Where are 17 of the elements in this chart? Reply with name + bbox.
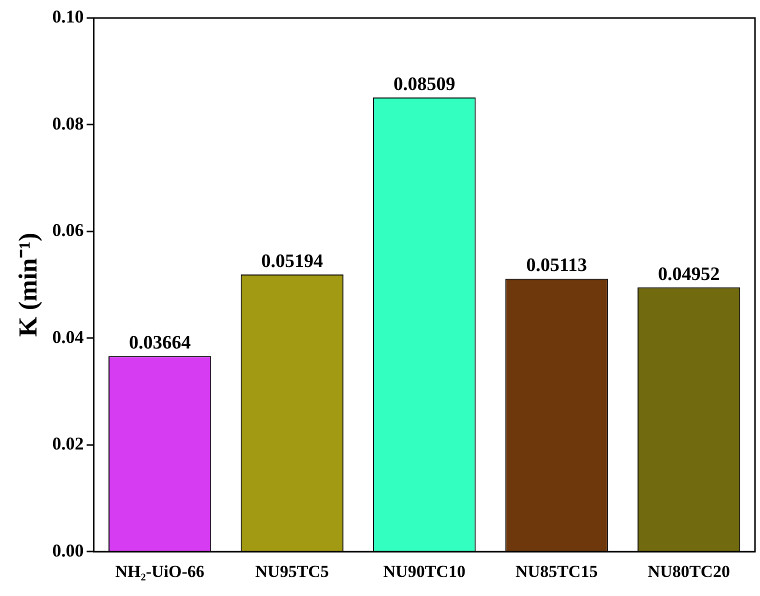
data-label: 0.05194 xyxy=(261,250,324,272)
text: 0.06 xyxy=(52,220,84,240)
x-tick-label: NU90TC10 xyxy=(383,562,466,582)
data-label: 0.05113 xyxy=(526,255,587,276)
text: 0.02 xyxy=(52,434,84,454)
data-label: 0.08509 xyxy=(393,74,456,95)
data-label: 0.03664 xyxy=(128,332,192,354)
x-tick-label: NU95TC5 xyxy=(255,562,329,582)
x-tick-label: NU85TC15 xyxy=(516,562,598,582)
text: 0.00 xyxy=(52,540,84,560)
text: 0.04 xyxy=(52,326,84,347)
y-axis-title: K (min⁻¹) xyxy=(13,232,42,337)
x-tick-label: NH₂-UiO-66 xyxy=(115,562,204,582)
data-label: 0.04952 xyxy=(658,264,720,285)
text: 0.10 xyxy=(52,6,84,27)
x-tick-label: NU80TC20 xyxy=(648,562,730,582)
text: 0.08 xyxy=(52,113,84,134)
